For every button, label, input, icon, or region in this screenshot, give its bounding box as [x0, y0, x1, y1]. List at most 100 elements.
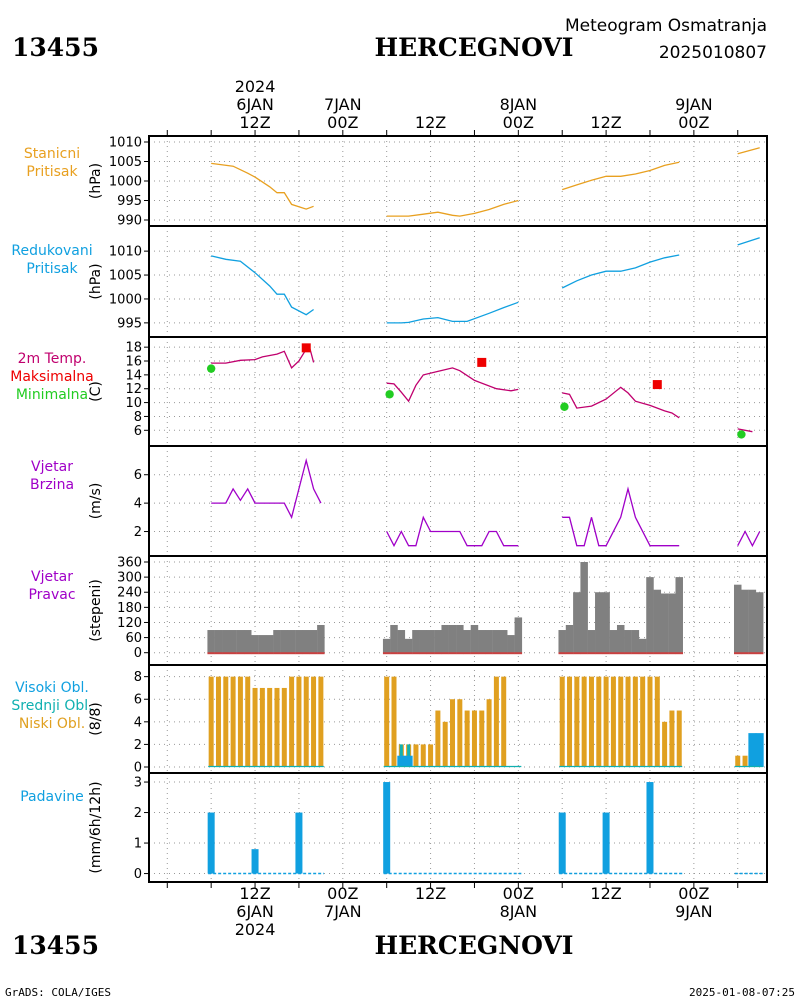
bottom-time-label: 12Z	[239, 884, 270, 903]
panel-label: Srednji Obl.	[11, 698, 92, 714]
direction-bar	[273, 630, 281, 653]
grads-credit: GrADS: COLA/IGES	[5, 986, 111, 999]
panel-frame	[148, 772, 768, 883]
panel-precipitation: Padavine (mm/6h/12h) 0 1 2 3	[20, 772, 768, 883]
direction-bar	[419, 630, 428, 653]
low-cloud-bar	[223, 676, 229, 767]
y-tick-label: 1	[134, 837, 142, 852]
low-cloud-bar	[311, 676, 317, 767]
low-cloud-bar	[471, 710, 477, 767]
y-tick-label: 10	[125, 396, 142, 411]
y-tick-label: 1010	[109, 245, 142, 260]
low-cloud-bar	[208, 676, 214, 767]
direction-bar	[748, 589, 757, 653]
top-time-label: 12Z	[239, 113, 270, 132]
direction-bar	[229, 630, 237, 653]
direction-bar	[470, 624, 479, 653]
series-line	[211, 457, 322, 520]
series-line	[386, 199, 519, 217]
bottom-time-label: 00Z	[678, 884, 709, 903]
top-time-label: 6JAN	[236, 95, 274, 114]
low-cloud-bar	[442, 721, 448, 767]
series-line	[737, 428, 753, 433]
low-cloud-bar	[559, 676, 565, 767]
panel-label: 2m Temp.	[18, 351, 87, 367]
low-cloud-bar	[237, 676, 243, 767]
panel-label: Visoki Obl.	[15, 680, 89, 696]
direction-bar	[426, 630, 435, 653]
low-cloud-bar	[603, 676, 609, 767]
low-cloud-bar	[486, 699, 492, 767]
top-time-label: 00Z	[503, 113, 534, 132]
direction-bar	[258, 635, 267, 653]
series-line	[737, 237, 760, 246]
minimum-marker	[737, 430, 746, 439]
y-tick-label: 60	[125, 631, 142, 646]
top-time-label: 00Z	[327, 113, 358, 132]
low-cloud-bar	[742, 755, 748, 767]
panel-label: Pritisak	[26, 164, 78, 180]
precip-bar	[207, 812, 215, 874]
direction-bar	[653, 589, 662, 653]
y-tick-label: 16	[125, 355, 142, 370]
y-tick-label: 2	[134, 738, 142, 753]
high-cloud-bar	[748, 733, 757, 767]
bottom-time-label: 12Z	[590, 884, 621, 903]
top-time-label: 9JAN	[675, 95, 713, 114]
footer-station-id: 13455	[12, 931, 99, 960]
plot-timestamp: 2025-01-08-07:25	[689, 986, 795, 999]
direction-bar	[558, 630, 566, 653]
y-axis-label: (mm/6h/12h)	[88, 781, 104, 873]
direction-bar	[309, 630, 318, 653]
low-cloud-bar	[267, 687, 273, 767]
low-cloud-bar	[640, 676, 646, 767]
run-time: 2025010807	[659, 43, 767, 63]
direction-bar	[631, 630, 640, 653]
y-tick-label: 995	[117, 194, 142, 209]
y-tick-label: 1005	[109, 155, 142, 170]
direction-bar	[295, 630, 303, 653]
low-cloud-bar	[735, 755, 741, 767]
y-tick-label: 0	[134, 761, 142, 776]
direction-bar	[602, 592, 610, 653]
bottom-time-label: 6JAN	[236, 902, 274, 921]
low-cloud-bar	[464, 710, 470, 767]
panel-label: Brzina	[30, 477, 74, 493]
series-line	[211, 255, 314, 316]
y-axis-label: (hPa)	[88, 163, 104, 199]
y-tick-label: 0	[134, 867, 142, 882]
bottom-time-label: 00Z	[327, 884, 358, 903]
panel-frame	[148, 225, 768, 338]
y-axis-label: (hPa)	[88, 263, 104, 299]
y-tick-label: 240	[117, 586, 142, 601]
y-axis-label: (m/s)	[88, 483, 104, 520]
direction-bar	[434, 630, 442, 653]
direction-bar	[265, 635, 274, 653]
direction-bar	[214, 630, 223, 653]
panel-label: Vjetar	[31, 459, 73, 475]
direction-bar	[609, 630, 618, 653]
top-time-label: 2024	[235, 77, 276, 96]
y-tick-label: 990	[117, 214, 142, 229]
panel-label: Pravac	[28, 587, 75, 603]
direction-bar	[236, 630, 245, 653]
precip-bar	[646, 782, 654, 874]
direction-bar	[660, 593, 669, 653]
panel-label: Padavine	[20, 789, 84, 805]
low-cloud-bar	[669, 710, 675, 767]
panel-label: Minimalna	[16, 387, 88, 403]
low-cloud-bar	[259, 687, 265, 767]
direction-bar	[280, 630, 289, 653]
low-cloud-bar	[215, 676, 221, 767]
series-line	[737, 147, 760, 155]
panel-cloud_cover: Visoki Obl. Srednji Obl. Niski Obl. (8/8) 0 2…	[11, 664, 768, 776]
direction-bar	[499, 630, 508, 653]
low-cloud-bar	[281, 687, 287, 767]
panel-station_pressure: Stanicni Pritisak (hPa) 990 995 1000 1005 1010	[24, 135, 768, 229]
y-tick-label: 1010	[109, 136, 142, 151]
series-line	[211, 162, 314, 210]
series-line	[386, 515, 519, 548]
series-line	[737, 530, 761, 548]
direction-bar	[382, 638, 391, 653]
y-tick-label: 0	[134, 646, 142, 661]
